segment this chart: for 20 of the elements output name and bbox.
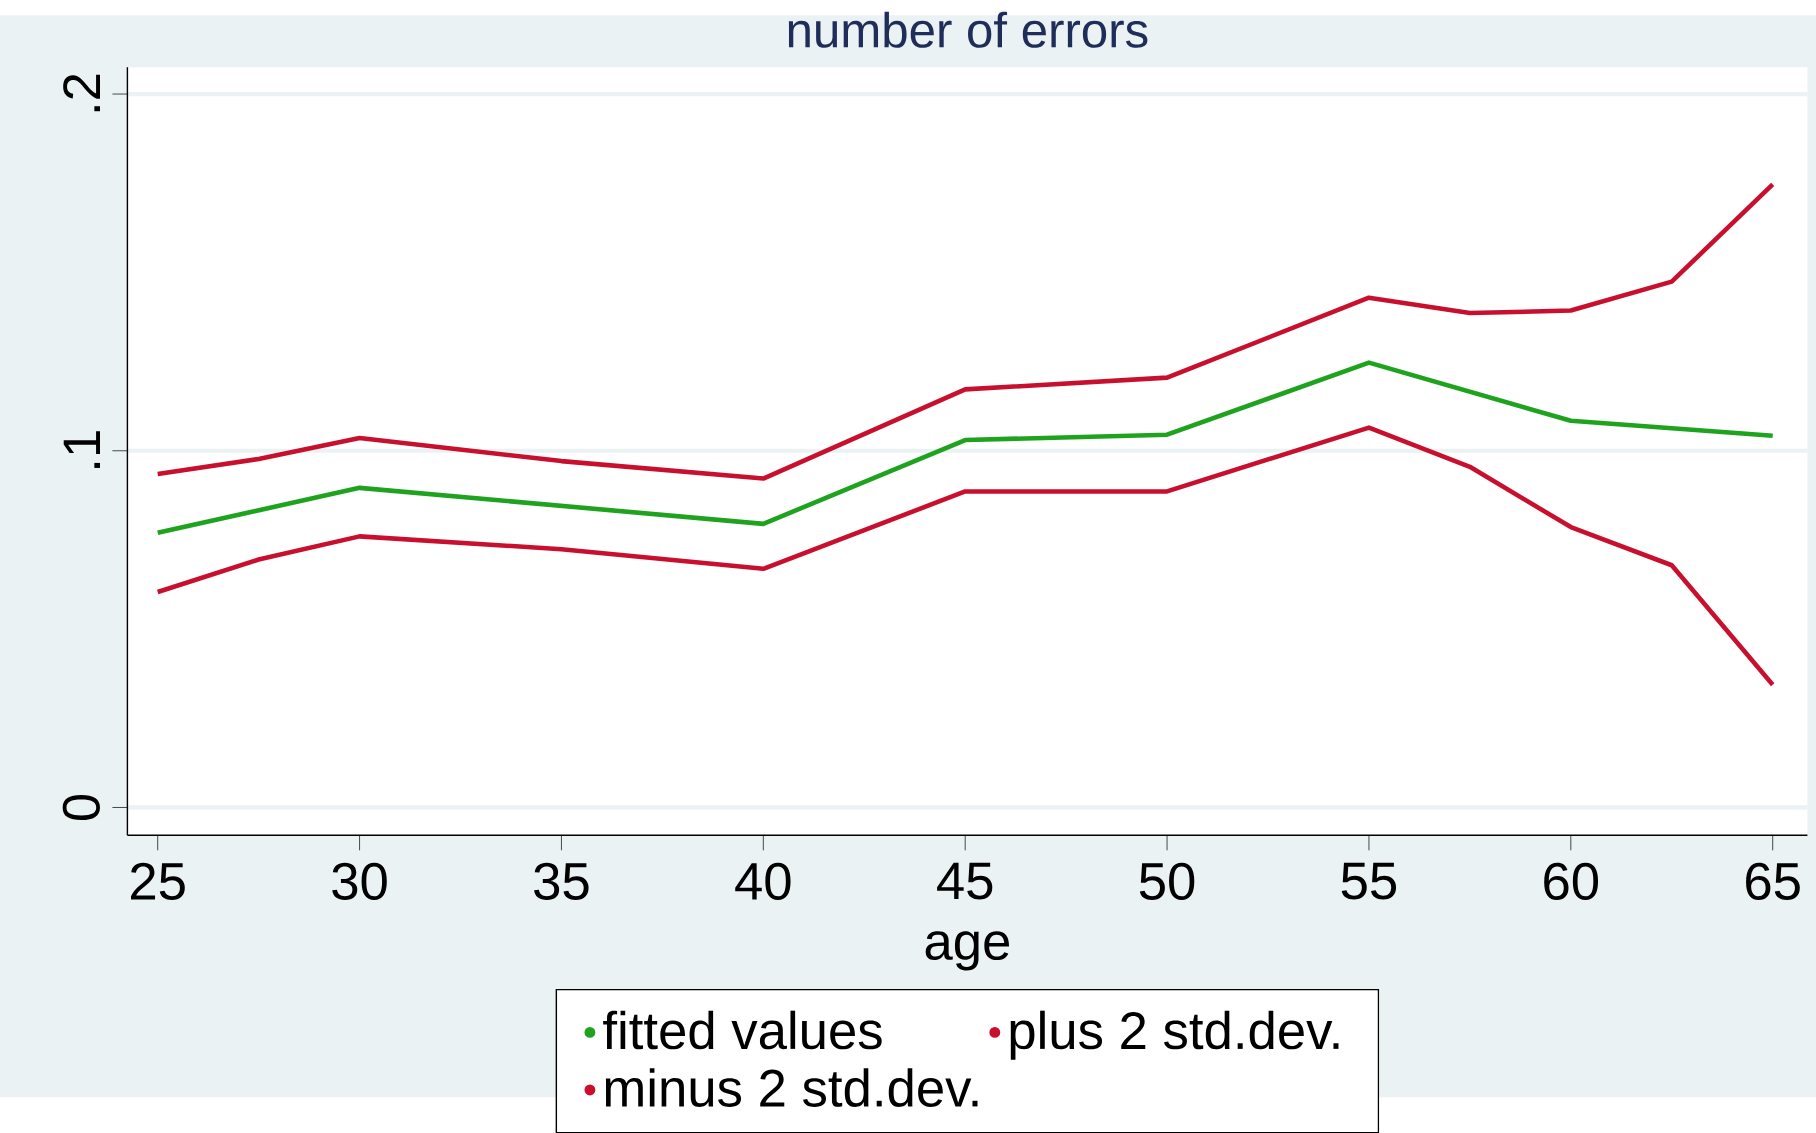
x-tick-label: 65 [1746, 862, 1800, 900]
x-tick-label: 45 [937, 862, 993, 900]
y-tick-label: .1 [63, 431, 100, 468]
x-tick-label: 35 [534, 862, 589, 900]
x-tick-label: 55 [1341, 862, 1397, 900]
x-tick-label: 25 [131, 862, 185, 900]
y-tick-label: 0 [62, 794, 100, 820]
y-tick-label: .2 [63, 74, 100, 111]
x-tick-label: 50 [1139, 862, 1195, 900]
line-series [155, 425, 1775, 687]
chart-title: number of errors [788, 11, 1148, 48]
line-series [155, 360, 1775, 535]
x-tick-label: 40 [735, 862, 791, 900]
legend-label: minus 2 std.dev. [605, 1067, 978, 1107]
legend-label: fitted values [603, 1010, 882, 1050]
legend-label: plus 2 std.dev. [1010, 1010, 1339, 1060]
x-axis-title: age [925, 930, 1010, 971]
x-tick-label: 60 [1544, 862, 1599, 900]
x-tick-label: 30 [332, 862, 387, 900]
line-series [155, 181, 1775, 481]
